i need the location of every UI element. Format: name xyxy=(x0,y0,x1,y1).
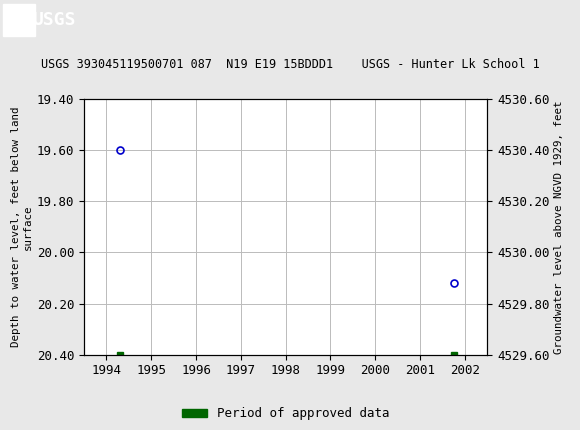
Text: ▓: ▓ xyxy=(3,7,16,33)
Legend: Period of approved data: Period of approved data xyxy=(177,402,394,425)
Y-axis label: Depth to water level, feet below land
surface: Depth to water level, feet below land su… xyxy=(11,107,32,347)
Y-axis label: Groundwater level above NGVD 1929, feet: Groundwater level above NGVD 1929, feet xyxy=(553,100,564,353)
Text: USGS 393045119500701 087  N19 E19 15BDDD1    USGS - Hunter Lk School 1: USGS 393045119500701 087 N19 E19 15BDDD1… xyxy=(41,58,539,71)
Text: USGS: USGS xyxy=(32,11,75,29)
FancyBboxPatch shape xyxy=(3,4,35,36)
